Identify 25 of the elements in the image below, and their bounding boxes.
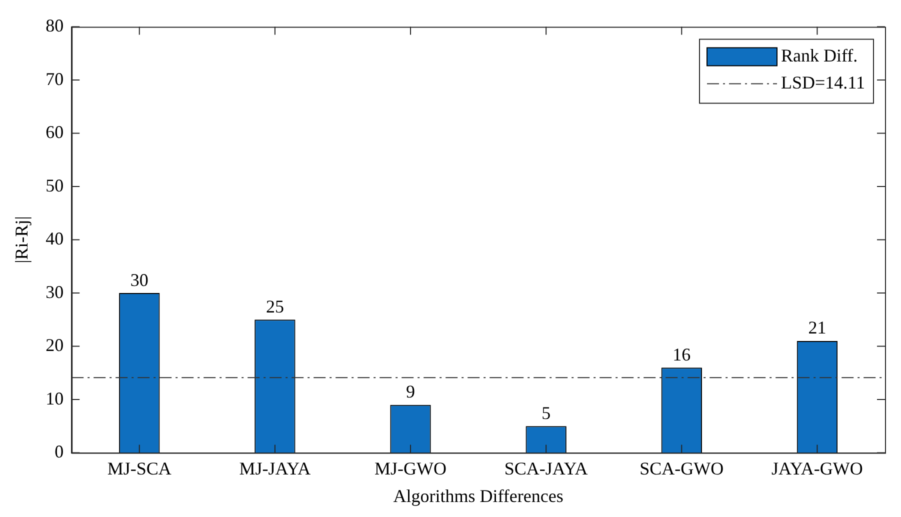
y-tick-label: 50 <box>46 175 64 196</box>
y-tick-label: 80 <box>46 16 64 36</box>
data-label: 25 <box>266 296 284 316</box>
y-tick-label: 0 <box>54 442 64 462</box>
x-tick-label: MJ-JAYA <box>239 458 311 478</box>
y-tick-label: 20 <box>46 335 64 356</box>
x-tick-label: MJ-GWO <box>374 458 447 478</box>
legend-label: Rank Diff. <box>781 46 858 66</box>
x-tick-label: MJ-SCA <box>107 458 172 478</box>
y-tick-label: 10 <box>46 388 64 408</box>
x-axis-title: Algorithms Differences <box>393 486 564 506</box>
x-tick-label: SCA-GWO <box>640 458 724 478</box>
data-label: 9 <box>406 382 416 402</box>
x-tick-label: SCA-JAYA <box>504 458 588 478</box>
data-label: 5 <box>542 402 551 423</box>
y-tick-label: 40 <box>46 228 64 249</box>
legend-label: LSD=14.11 <box>781 72 866 93</box>
x-tick-label: JAYA-GWO <box>772 458 863 478</box>
y-tick-label: 70 <box>46 68 64 89</box>
y-tick-label: 60 <box>46 122 64 142</box>
data-label: 16 <box>672 344 691 364</box>
data-label: 30 <box>130 270 148 290</box>
y-tick-label: 30 <box>46 282 64 302</box>
data-label: 21 <box>808 318 826 338</box>
y-axis-title: |Ri-Rj| <box>12 216 32 264</box>
